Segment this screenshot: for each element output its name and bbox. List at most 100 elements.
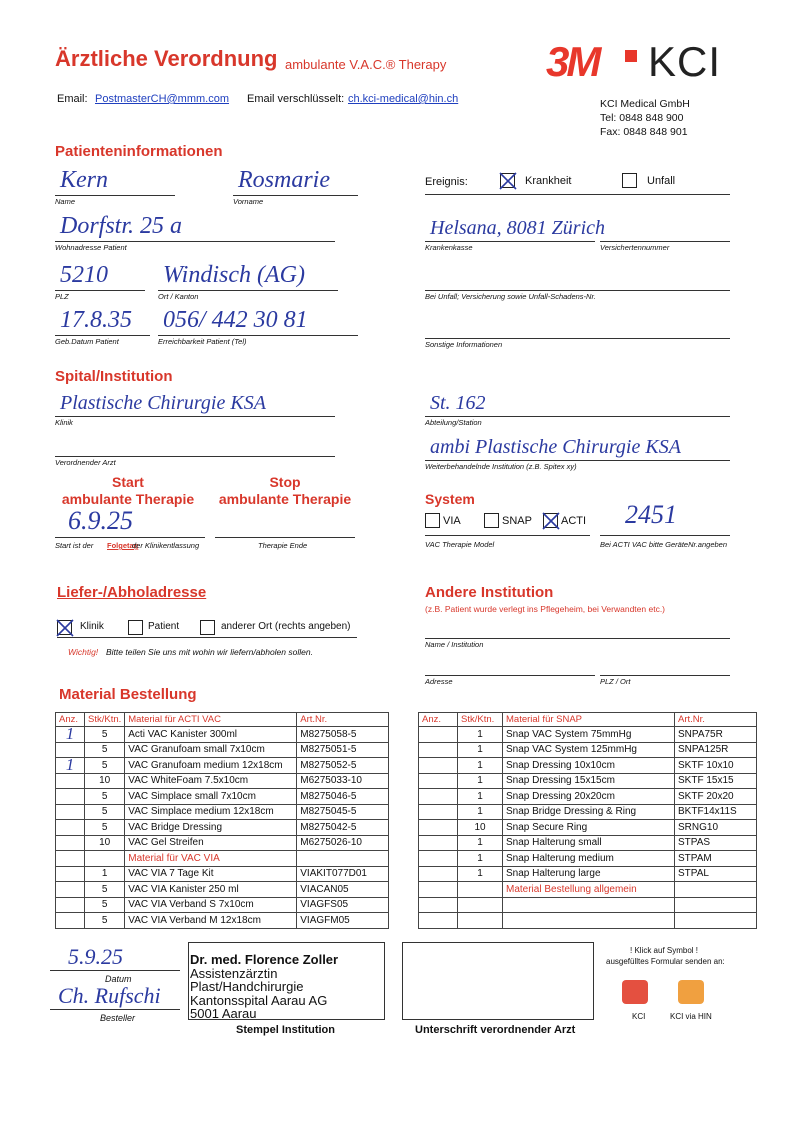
table-cell — [418, 772, 458, 789]
table-cell: 1 — [457, 757, 503, 774]
table-cell: SNPA75R — [674, 726, 757, 743]
table-cell: 10 — [83, 772, 126, 789]
logo-3m: 3M — [546, 38, 601, 85]
field-line — [158, 290, 338, 291]
stamp-box — [188, 942, 385, 1020]
checkbox — [622, 173, 637, 188]
orderer-value: Ch. Rufschi — [58, 983, 161, 1008]
column-header: Material für ACTI VAC — [124, 712, 298, 727]
email: PostmasterCH@mmm.com — [95, 93, 230, 105]
table-cell: VIAGFS05 — [296, 896, 390, 913]
email-enc-label: Email verschlüsselt: — [247, 93, 345, 105]
send-icon[interactable] — [622, 980, 648, 1004]
field-value: St. 162 — [430, 392, 486, 414]
checkbox — [542, 512, 560, 530]
stamp-line: 5001 Aarau — [190, 1006, 257, 1021]
field-label: Sonstige Informationen — [425, 340, 503, 349]
table-cell — [418, 819, 458, 836]
table-cell: 1 — [457, 741, 503, 758]
table-cell: VAC VIA Verband S 7x10cm — [124, 896, 298, 913]
section-heading: Material Bestellung — [59, 686, 197, 703]
field-label: Abteilung/Station — [425, 418, 482, 427]
option-label: Patient — [148, 621, 180, 632]
table-cell: 10 — [83, 834, 126, 851]
therapy-heading: Start — [112, 474, 144, 490]
stamp-line: Dr. med. Florence Zoller — [190, 952, 339, 967]
column-header: Stk/Ktn. — [457, 712, 503, 727]
field-label: Geb.Datum Patient — [55, 337, 119, 346]
column-header: Material für SNAP — [502, 712, 675, 727]
table-cell: Material Bestellung allgemein — [502, 881, 675, 898]
send-title: ! Klick auf Symbol ! — [630, 946, 699, 955]
subtitle: (z.B. Patient wurde verlegt ins Pflegehe… — [425, 604, 666, 614]
option-label: SNAP — [502, 515, 532, 527]
header-row: Anz. Stk/Ktn. Material für SNAP Art.Nr. — [418, 712, 757, 727]
table-row: 5 VAC Simplace medium 12x18cm M8275045-5 — [55, 803, 390, 820]
table-cell — [55, 772, 85, 789]
table-cell: M8275051-5 — [296, 741, 390, 758]
logo-plus — [625, 50, 637, 62]
table-cell: VIACAN05 — [296, 881, 390, 898]
field-label: Krankenkasse — [425, 243, 473, 252]
field-line — [55, 537, 205, 538]
orderer-label: Besteller — [100, 1013, 136, 1023]
material-table: Anz. Stk/Ktn. Material für ACTI VAC Art.Nr.… — [55, 712, 390, 929]
field-line — [600, 241, 730, 242]
table-cell: Snap Halterung medium — [502, 850, 675, 867]
field-label: Ort / Kanton — [158, 292, 199, 301]
table-row: Material Bestellung allgemein — [418, 881, 757, 898]
table-cell: STPAL — [674, 865, 757, 882]
start-label: Start ist der — [55, 541, 94, 550]
table-cell: 5 — [83, 819, 126, 836]
email-enc: ch.kci-medical@hin.ch — [348, 93, 459, 105]
field-line — [158, 335, 358, 336]
table-row: 1 Snap VAC System 125mmHg SNPA125R — [418, 741, 757, 758]
therapy-heading: Stop — [269, 474, 301, 490]
checkbox — [128, 620, 143, 635]
table-cell: STPAM — [674, 850, 757, 867]
table-cell: VAC VIA Verband M 12x18cm — [124, 912, 298, 929]
table-cell — [418, 757, 458, 774]
table-cell: STPAS — [674, 834, 757, 851]
device-number: 2451 — [625, 500, 677, 529]
table-cell: 1 — [457, 850, 503, 867]
table-cell: SKTF 15x15 — [674, 772, 757, 789]
table-row: 1 Snap Dressing 15x15cm SKTF 15x15 — [418, 772, 757, 789]
field-line — [425, 416, 730, 417]
table-cell: VAC Granufoam medium 12x18cm — [124, 757, 298, 774]
field-value: ambi Plastische Chirurgie KSA — [430, 436, 681, 458]
option-label: VIA — [443, 515, 461, 527]
table-cell: Snap Halterung small — [502, 834, 675, 851]
table-cell: 1 — [457, 834, 503, 851]
checkbox — [56, 619, 74, 637]
checkbox — [484, 513, 499, 528]
send-icon[interactable] — [678, 980, 704, 1004]
table-cell — [418, 803, 458, 820]
date-label: Datum — [105, 974, 132, 984]
field-line — [600, 675, 730, 676]
field-line — [215, 537, 355, 538]
check-mark — [499, 172, 517, 190]
table-cell: 5 — [83, 803, 126, 820]
table-row: 5 VAC Granufoam small 7x10cm M8275051-5 — [55, 741, 390, 758]
field-value: Rosmarie — [238, 167, 330, 193]
field-label: Versichertennummer — [600, 243, 670, 252]
table-row: 1 Snap Bridge Dressing & Ring BKTF14x11S — [418, 803, 757, 820]
company-line: Fax: 0848 848 901 — [600, 126, 688, 138]
table-cell — [502, 912, 675, 929]
stop-label: Therapie Ende — [258, 541, 308, 550]
column-header: Art.Nr. — [674, 712, 757, 727]
note: Bitte teilen Sie uns mit wohin wir liefe… — [106, 647, 313, 657]
field-label: Klinik — [55, 418, 73, 427]
table-cell: M8275045-5 — [296, 803, 390, 820]
table-cell — [418, 834, 458, 851]
table-cell — [55, 881, 85, 898]
field-label: PLZ — [55, 292, 69, 301]
table-cell — [418, 788, 458, 805]
field-line — [425, 194, 730, 195]
table-row: 1 Snap Dressing 20x20cm SKTF 20x20 — [418, 788, 757, 805]
table-row: 1 Snap Halterung large STPAL — [418, 865, 757, 882]
table-cell: Snap Dressing 15x15cm — [502, 772, 675, 789]
table-cell — [55, 788, 85, 805]
